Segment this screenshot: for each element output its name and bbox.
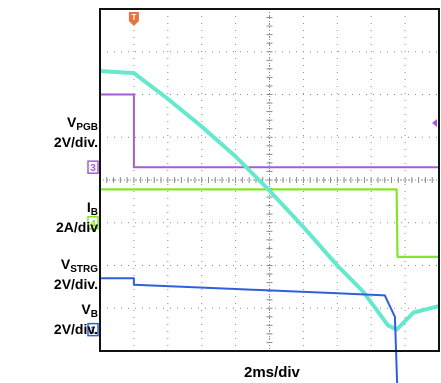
label-vpgb-main: V [66,114,77,130]
label-vpgb: VPGB 2V/div. [54,115,98,150]
label-vb-main: V [81,301,91,317]
label-vpgb-scale: 2V/div. [53,134,98,150]
label-ib-scale: 2A/div [55,219,98,235]
label-vstrg-sub: STRG [70,264,98,275]
trace-vstrg [99,69,440,332]
channel-marker-1: 1 [87,322,99,337]
grid [100,9,439,351]
label-ib: IB 2A/div [56,200,98,235]
label-vpgb-sub: PGB [76,122,98,133]
trace-vpgb [100,93,439,169]
trigger-level-marker [432,119,437,127]
channel-marker-3: 3 [87,160,99,174]
label-vstrg: VSTRG 2V/div. [54,257,98,292]
label-ib-sub: B [90,207,98,218]
trigger-marker: T [128,12,139,26]
label-vb-sub: B [90,309,98,320]
label-vb-scale: 2V/div. [53,321,98,337]
trigger-marker-label: T [131,13,136,22]
channel-marker-label: 1 [90,326,96,337]
trace-ib [100,188,439,258]
channel-marker-label: 3 [90,163,96,174]
channel-marker-4: 4 [87,216,99,230]
label-ib-main: I [86,199,91,215]
label-vb: VB 2V/div. [54,302,98,337]
label-vstrg-main: V [60,256,71,272]
plot-frame [99,8,440,352]
trace-vb [100,277,399,383]
x-axis-label: 2ms/div [244,364,300,381]
traces [99,69,440,383]
label-vstrg-scale: 2V/div. [53,276,98,292]
channel-markers: 3 4 1 T [87,12,437,337]
channel-marker-label: 4 [90,219,96,230]
